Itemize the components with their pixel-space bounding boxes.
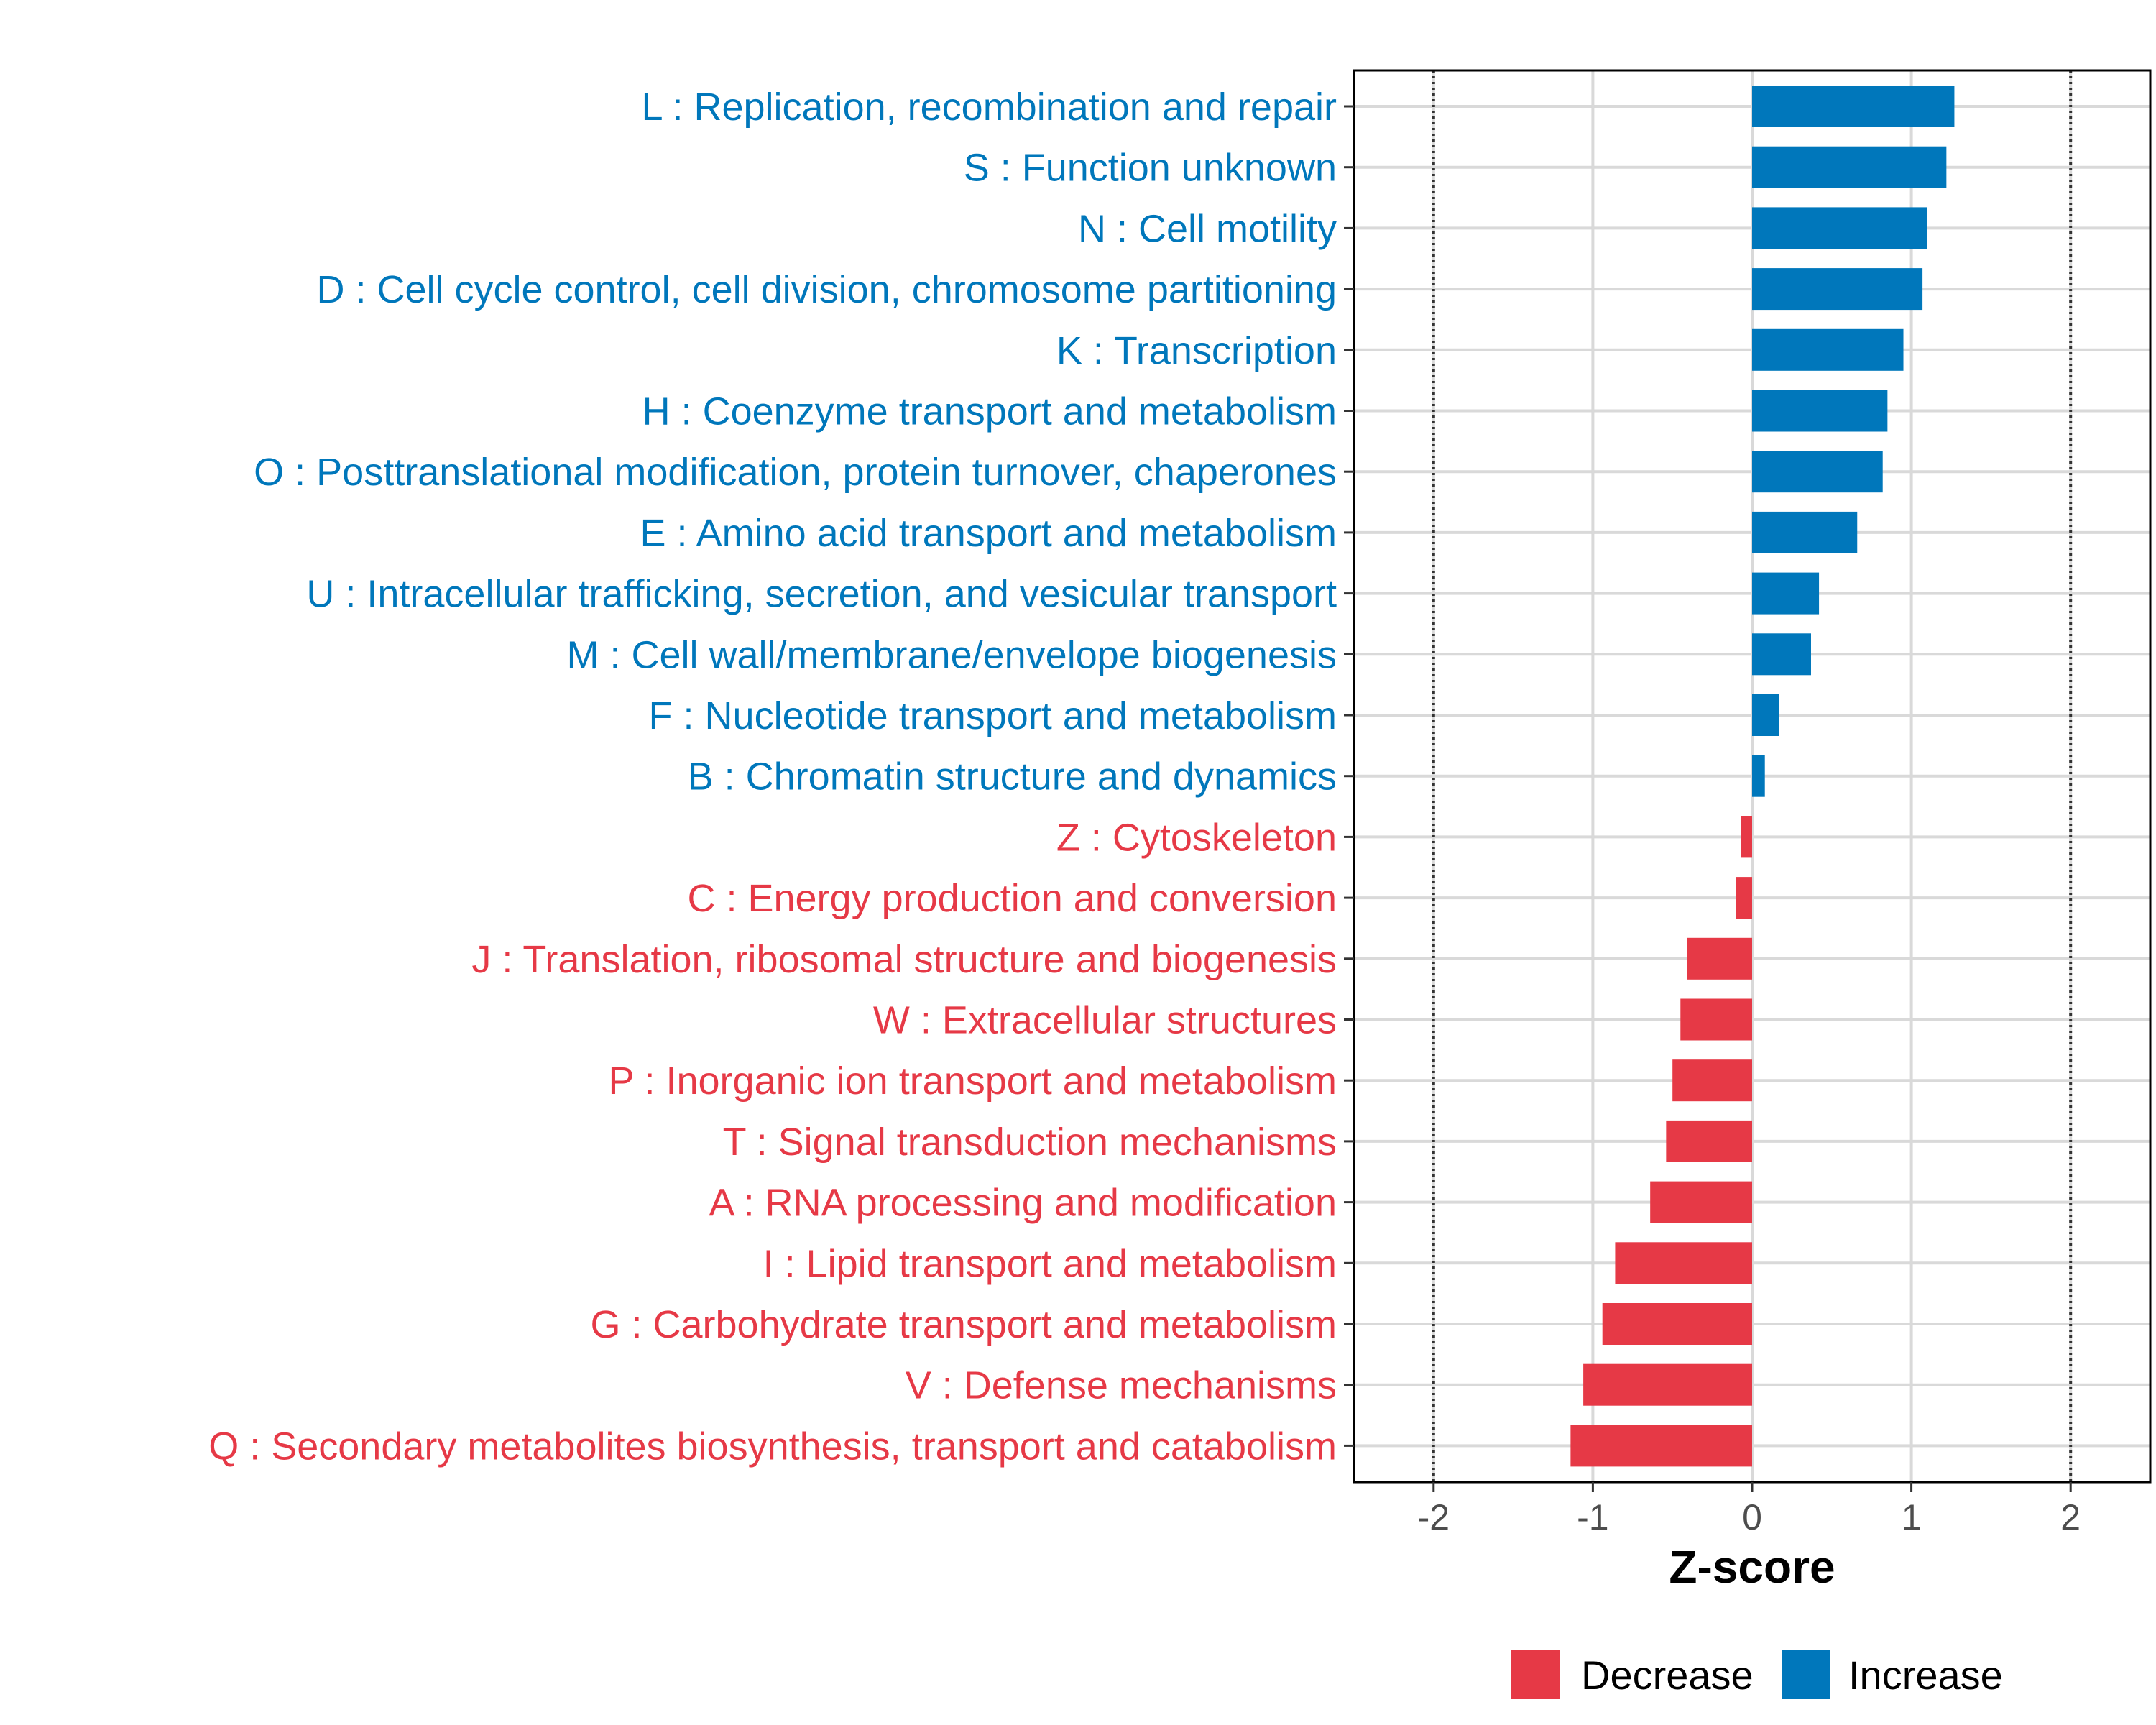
x-tick-label: -2 xyxy=(1418,1497,1450,1537)
bar-increase xyxy=(1752,511,1858,553)
bar-increase xyxy=(1752,390,1888,432)
category-label: F : Nucleotide transport and metabolism xyxy=(649,694,1337,737)
category-label: T : Signal transduction mechanisms xyxy=(723,1121,1337,1164)
bar-increase xyxy=(1752,146,1947,188)
category-label: K : Transcription xyxy=(1056,329,1337,372)
bars xyxy=(1570,86,1955,1467)
bar-increase xyxy=(1752,572,1820,615)
y-axis-ticks xyxy=(1344,105,1354,1447)
category-label: J : Translation, ribosomal structure and… xyxy=(471,938,1337,981)
category-label: O : Posttranslational modification, prot… xyxy=(254,451,1337,494)
bar-decrease xyxy=(1570,1425,1752,1467)
category-label: A : RNA processing and modification xyxy=(709,1182,1337,1225)
category-label: W : Extracellular structures xyxy=(873,999,1337,1042)
x-axis-ticks: -2 -1 0 1 2 xyxy=(1418,1482,2081,1537)
y-axis-category-labels: L : Replication, recombination and repai… xyxy=(208,86,1337,1468)
legend-key-decrease xyxy=(1511,1650,1560,1699)
category-label: L : Replication, recombination and repai… xyxy=(641,86,1337,129)
x-tick-label: 2 xyxy=(2060,1497,2081,1537)
bar-decrease xyxy=(1583,1363,1752,1406)
category-label: N : Cell motility xyxy=(1078,207,1337,250)
bar-decrease xyxy=(1666,1120,1752,1162)
bar-increase xyxy=(1752,633,1811,676)
bar-decrease xyxy=(1680,998,1752,1041)
bar-decrease xyxy=(1736,877,1752,919)
bar-increase xyxy=(1752,268,1923,310)
legend: Decrease Increase xyxy=(1511,1650,2003,1699)
category-label: I : Lipid transport and metabolism xyxy=(763,1242,1337,1285)
category-label: E : Amino acid transport and metabolism xyxy=(640,512,1337,555)
bar-decrease xyxy=(1650,1181,1752,1223)
bar-decrease xyxy=(1672,1059,1752,1102)
category-label: C : Energy production and conversion xyxy=(687,877,1337,920)
category-label: M : Cell wall/membrane/envelope biogenes… xyxy=(566,633,1337,676)
bar-decrease xyxy=(1602,1303,1752,1345)
bar-increase xyxy=(1752,207,1927,249)
x-tick-label: 0 xyxy=(1742,1497,1762,1537)
category-label: V : Defense mechanisms xyxy=(906,1364,1337,1407)
x-tick-label: 1 xyxy=(1902,1497,1922,1537)
category-label: B : Chromatin structure and dynamics xyxy=(688,755,1337,799)
bar-decrease xyxy=(1615,1242,1752,1284)
category-label: U : Intracellular trafficking, secretion… xyxy=(306,573,1337,616)
legend-label-decrease: Decrease xyxy=(1581,1652,1754,1698)
category-label: Z : Cytoskeleton xyxy=(1056,816,1337,859)
legend-label-increase: Increase xyxy=(1848,1652,2003,1698)
category-label: Q : Secondary metabolites biosynthesis, … xyxy=(208,1425,1337,1468)
category-label: S : Function unknown xyxy=(964,147,1337,190)
bar-increase xyxy=(1752,328,1904,371)
bar-decrease xyxy=(1687,937,1752,980)
legend-key-increase xyxy=(1782,1650,1830,1699)
bar-decrease xyxy=(1741,816,1752,858)
x-axis-title: Z-score xyxy=(1669,1541,1835,1593)
bar-increase xyxy=(1752,86,1955,127)
category-label: G : Carbohydrate transport and metabolis… xyxy=(591,1303,1337,1346)
category-label: P : Inorganic ion transport and metaboli… xyxy=(608,1059,1337,1103)
bar-increase xyxy=(1752,694,1779,736)
bar-increase xyxy=(1752,755,1765,797)
category-label: D : Cell cycle control, cell division, c… xyxy=(316,268,1337,311)
bar-increase xyxy=(1752,451,1883,493)
category-label: H : Coenzyme transport and metabolism xyxy=(642,390,1337,433)
x-tick-label: -1 xyxy=(1577,1497,1608,1537)
